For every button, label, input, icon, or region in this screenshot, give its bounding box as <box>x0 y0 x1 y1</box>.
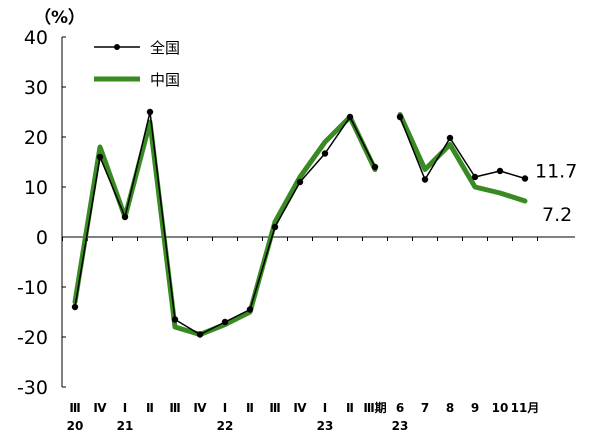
x-year-label: 23 <box>317 419 334 433</box>
data-point-national <box>421 176 429 183</box>
x-tick-label: 11月 <box>511 401 540 415</box>
y-tick-label: -10 <box>17 277 48 299</box>
data-point-national <box>471 173 479 181</box>
data-point-national <box>121 213 129 221</box>
x-tick-label: Ⅳ <box>293 401 307 415</box>
y-tick-label: 30 <box>24 77 48 99</box>
x-year-label: 22 <box>217 419 234 433</box>
end-value-label-china: 7.2 <box>542 204 572 226</box>
x-tick-label: Ⅳ <box>193 401 207 415</box>
x-tick-label: Ⅰ <box>323 401 327 415</box>
data-point-national <box>196 331 204 338</box>
x-tick-label: 9 <box>471 401 479 415</box>
legend-label-china: 中国 <box>150 71 180 89</box>
data-point-national <box>521 175 529 182</box>
data-point-national <box>346 113 354 121</box>
x-tick-label: Ⅰ <box>223 401 227 415</box>
x-tick-label: Ⅲ期 <box>363 400 386 415</box>
data-point-national <box>246 306 254 313</box>
y-tick-label: -20 <box>17 327 48 349</box>
data-point-national <box>271 223 279 231</box>
x-tick-label: Ⅳ <box>93 401 107 415</box>
data-point-national <box>171 316 179 323</box>
legend-marker-national <box>114 44 120 50</box>
x-tick-label: Ⅱ <box>346 401 354 415</box>
x-tick-label: Ⅲ <box>69 401 80 415</box>
data-point-national <box>321 150 329 157</box>
data-point-national <box>446 134 454 142</box>
data-point-national <box>371 163 379 171</box>
x-tick-label: 10 <box>492 401 509 415</box>
x-year-label: 20 <box>67 419 84 433</box>
x-tick-label: Ⅱ <box>246 401 254 415</box>
x-tick-label: Ⅰ <box>123 401 127 415</box>
x-tick-label: 6 <box>396 401 404 415</box>
data-point-national <box>96 153 104 161</box>
legend: 全国 中国 <box>94 39 180 89</box>
data-point-national <box>396 113 404 121</box>
unit-label: （%） <box>34 7 85 28</box>
x-tick-label: 7 <box>421 401 429 415</box>
series-line-national <box>74 111 526 336</box>
data-point-national <box>496 167 504 175</box>
data-point-national <box>221 318 229 326</box>
x-tick-label: Ⅱ <box>146 401 154 415</box>
y-tick-label: 20 <box>24 127 48 149</box>
y-tick-label: 10 <box>24 177 48 199</box>
x-year-label: 23 <box>392 419 409 433</box>
data-point-national <box>71 303 79 311</box>
data-point-national <box>296 178 304 186</box>
y-tick-label: 40 <box>24 27 48 49</box>
data-point-national <box>146 108 154 116</box>
end-value-label-national: 11.7 <box>535 161 577 183</box>
x-tick-label: 8 <box>446 401 454 415</box>
y-tick-label: -30 <box>17 377 48 399</box>
x-tick-label: Ⅲ <box>169 401 180 415</box>
series-line-china <box>72 112 528 337</box>
x-year-label: 21 <box>117 419 134 433</box>
x-tick-label: Ⅲ <box>269 401 280 415</box>
y-tick-label: 0 <box>36 227 48 249</box>
legend-label-national: 全国 <box>150 39 180 57</box>
